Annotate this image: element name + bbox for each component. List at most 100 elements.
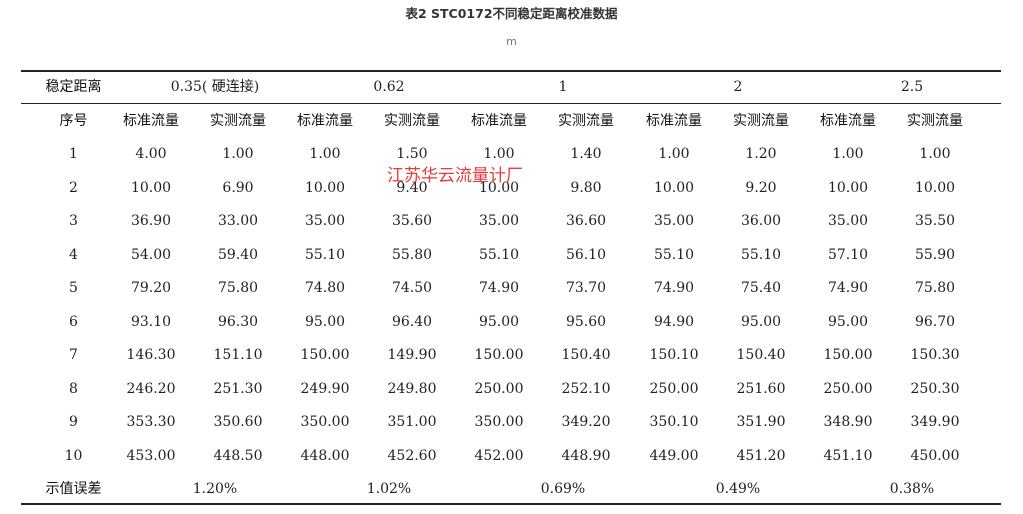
row-index: 7 [69, 347, 78, 363]
column-header-measured-flow: 实测流量 [384, 113, 440, 129]
table-cell: 6.90 [222, 179, 254, 196]
table-cell: 10.00 [478, 179, 520, 196]
table-cell: 35.60 [391, 213, 433, 229]
column-header-measured-flow: 实测流量 [558, 113, 614, 129]
row-index: 10 [64, 447, 83, 464]
table-cell: 55.10 [304, 246, 346, 263]
table-cell: 251.60 [736, 380, 786, 397]
table-cell: 451.10 [823, 447, 873, 464]
table-cell: 36.90 [130, 213, 172, 229]
column-header-standard-flow: 标准流量 [646, 113, 702, 129]
table-cell: 350.60 [213, 414, 263, 430]
table-cell: 74.50 [391, 280, 433, 296]
table-cell: 350.00 [474, 414, 524, 430]
error-value: 0.38% [889, 481, 935, 497]
table-cell: 251.30 [213, 380, 263, 397]
table-cell: 95.60 [565, 313, 607, 330]
column-header-standard-flow: 标准流量 [123, 113, 179, 129]
table-cell: 36.00 [740, 213, 782, 229]
table-cell: 1.00 [309, 146, 341, 162]
row-index: 2 [69, 179, 78, 196]
table-cell: 35.00 [827, 213, 869, 229]
table-caption: 表2 STC0172不同稳定距离校准数据 [405, 6, 618, 21]
table-cell: 35.00 [653, 213, 695, 229]
table-cell: 10.00 [827, 179, 869, 196]
table-cell: 351.90 [736, 414, 786, 430]
table-cell: 56.10 [565, 246, 607, 263]
header-distance: 2 [733, 79, 743, 95]
table-cell: 96.30 [217, 313, 259, 330]
table-cell: 252.10 [561, 380, 611, 397]
error-value: 1.02% [366, 481, 412, 497]
table-cell: 246.20 [126, 380, 176, 397]
table-cell: 57.10 [827, 246, 869, 263]
table-cell: 74.90 [653, 280, 695, 296]
column-header-standard-flow: 标准流量 [471, 113, 527, 129]
table-cell: 9.80 [570, 179, 602, 196]
table-cell: 75.40 [740, 280, 782, 296]
table-row: 8 246.20 251.30 249.90 249.80 250.00 252.10 250… [21, 373, 1001, 406]
column-header-standard-flow: 标准流量 [820, 113, 876, 129]
table-cell: 452.60 [387, 447, 437, 464]
table-cell: 249.80 [387, 380, 437, 397]
table-cell: 10.00 [304, 179, 346, 196]
table-cell: 59.40 [217, 246, 259, 263]
header-row-distance: 稳定距离 0.35( 硬连接) 0.62 1 2 2.5 [21, 71, 1001, 104]
table-cell: 75.80 [914, 280, 956, 296]
table-cell: 10.00 [653, 179, 695, 196]
error-label: 示值误差 [45, 481, 102, 497]
watermark: 江苏华云流量计厂 [387, 166, 523, 186]
header-distance: 0.35( 硬连接) [170, 79, 260, 95]
table-row: 1 4.00 1.00 1.00 1.50 1.00 1.40 1.00 1.20 1.00 1.0… [21, 138, 1001, 171]
table-cell: 74.90 [478, 280, 520, 296]
table-cell: 250.00 [474, 380, 524, 397]
table-cell: 55.90 [914, 246, 956, 263]
table-cell: 250.00 [649, 380, 699, 397]
header-row-columns: 序号 标准流量 实测流量 标准流量 实测流量 标准流量 实测流量 标准流量 实测流量 标准流量 实测… [21, 105, 1001, 138]
table-cell: 55.80 [391, 246, 433, 263]
table-row: 3 36.90 33.00 35.00 35.60 35.00 36.60 35.00 36.0… [21, 205, 1001, 238]
unit-label: m [506, 35, 517, 48]
table-cell: 74.80 [304, 280, 346, 296]
table-cell: 9.40 [396, 179, 428, 196]
row-index: 8 [69, 380, 78, 397]
error-row: 示值误差 1.20% 1.02% 0.69% 0.49% 0.38% [21, 473, 1001, 506]
table-cell: 449.00 [649, 447, 699, 464]
table-cell: 1.20 [745, 146, 777, 162]
table-cell: 353.30 [126, 414, 176, 430]
column-header-measured-flow: 实测流量 [210, 113, 266, 129]
table-cell: 348.90 [823, 414, 873, 430]
column-header-measured-flow: 实测流量 [733, 113, 789, 129]
table-cell: 93.10 [130, 313, 172, 330]
table-cell: 1.40 [570, 146, 602, 162]
table-cell: 448.00 [300, 447, 350, 464]
table-cell: 55.10 [653, 246, 695, 263]
table-bottom-rule [21, 503, 1001, 505]
row-index: 1 [69, 146, 78, 162]
table-cell: 96.40 [391, 313, 433, 330]
table-cell: 4.00 [135, 146, 167, 162]
table-cell: 9.20 [745, 179, 777, 196]
table-cell: 151.10 [213, 347, 263, 363]
table-cell: 450.00 [910, 447, 960, 464]
table-cell: 150.00 [823, 347, 873, 363]
row-index: 4 [69, 246, 78, 263]
table-cell: 250.00 [823, 380, 873, 397]
table-cell: 79.20 [130, 280, 172, 296]
error-value: 0.49% [715, 481, 761, 497]
header-label-distance: 稳定距离 [45, 79, 102, 95]
table-cell: 453.00 [126, 447, 176, 464]
table-cell: 350.00 [300, 414, 350, 430]
table-cell: 351.00 [387, 414, 437, 430]
table-cell: 35.00 [304, 213, 346, 229]
table-cell: 448.90 [561, 447, 611, 464]
table-cell: 150.40 [736, 347, 786, 363]
table-cell: 1.00 [658, 146, 690, 162]
table-cell: 349.20 [561, 414, 611, 430]
table-cell: 150.30 [910, 347, 960, 363]
table-cell: 1.50 [396, 146, 428, 162]
table-cell: 96.70 [914, 313, 956, 330]
table-cell: 54.00 [130, 246, 172, 263]
table-row: 4 54.00 59.40 55.10 55.80 55.10 56.10 55.10 55.1… [21, 239, 1001, 272]
table-cell: 74.90 [827, 280, 869, 296]
